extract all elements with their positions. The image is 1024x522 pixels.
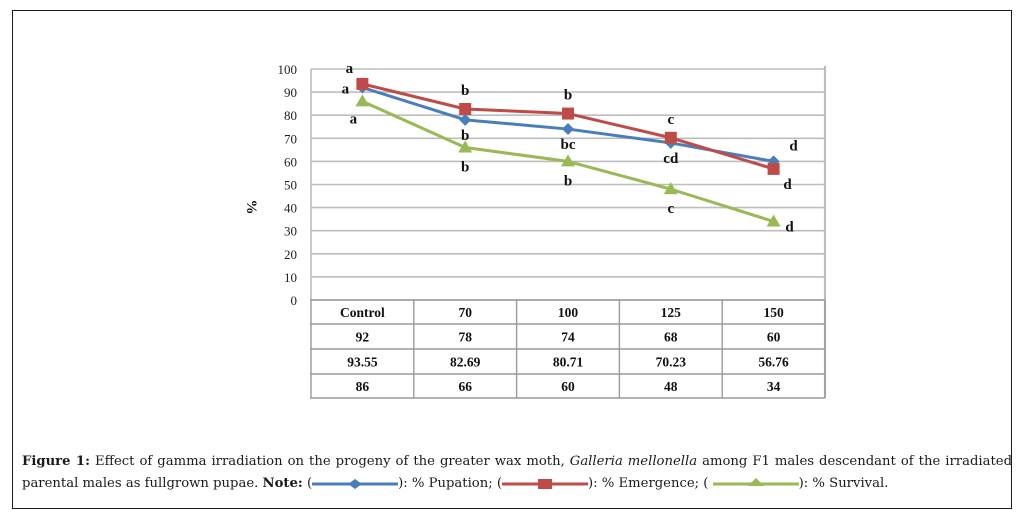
table-header-cell: Control (340, 305, 385, 320)
data-point-diamond (459, 113, 472, 126)
significance-label: b (461, 160, 469, 176)
y-tick-label: 10 (284, 270, 297, 285)
y-tick-label: 40 (284, 201, 297, 216)
legend-swatch-emergence (502, 478, 588, 490)
table-cell: 66 (458, 379, 472, 394)
significance-label: a (350, 111, 358, 127)
table-cell: 68 (664, 330, 678, 345)
table-cell: 60 (767, 330, 781, 345)
data-point-triangle (561, 154, 575, 167)
significance-label: cd (663, 151, 679, 167)
legend-text-pupation: ): % Pupation; ( (398, 476, 502, 491)
table-cell: 86 (356, 379, 370, 394)
y-tick-label: 50 (284, 178, 297, 193)
data-point-triangle (766, 214, 781, 227)
table-header-cell: 70 (458, 305, 472, 320)
y-tick-label: 0 (291, 293, 298, 308)
table-header-cell: 125 (661, 305, 682, 320)
data-point-triangle (458, 140, 473, 153)
legend-text-emergence: ): % Emergence; ( (588, 476, 709, 491)
data-point-diamond (562, 123, 574, 136)
significance-label: c (667, 201, 674, 217)
caption-label: Figure 1: (22, 454, 90, 469)
y-tick-label: 100 (278, 62, 298, 77)
legend-text-survival: ): % Survival. (798, 476, 889, 491)
data-point-triangle (355, 94, 370, 107)
significance-label: b (564, 173, 572, 189)
data-point-square (562, 107, 574, 120)
data-point-square (664, 131, 677, 144)
y-tick-label: 30 (284, 224, 297, 239)
data-point-square (767, 162, 780, 175)
table-header-cell: 150 (763, 305, 784, 320)
y-tick-label: 70 (284, 131, 297, 146)
data-table: Control 70 100 125 150 92 78 74 68 60 93.55 82.69 80… (310, 299, 826, 399)
significance-label: c (667, 112, 674, 128)
y-tick-label: 80 (284, 108, 297, 123)
significance-label: b (461, 83, 469, 99)
table-cell: 34 (767, 379, 781, 394)
table-cell: 78 (458, 330, 472, 345)
table-cell: 70.23 (656, 355, 687, 370)
caption-text-1: Effect of gamma irradiation on the proge… (89, 454, 570, 469)
series (355, 77, 781, 227)
y-axis-label: % (243, 200, 259, 215)
significance-label: a (346, 61, 354, 77)
caption-text-2: among F1 males descendant of the irradia… (22, 454, 1013, 491)
significance-label: d (785, 219, 794, 235)
table-cell: 60 (561, 379, 575, 394)
legend-swatch-survival (712, 477, 799, 490)
y-tick-label: 20 (284, 247, 297, 262)
table-cell: 82.69 (450, 355, 481, 370)
significance-label: bc (561, 137, 576, 153)
figure-frame (12, 10, 1012, 509)
significance-label: b (461, 128, 469, 144)
table-header-cell: 100 (558, 305, 579, 320)
table-cell: 92 (356, 330, 370, 345)
y-tick-label: 60 (284, 154, 297, 169)
y-tick-label: 90 (284, 85, 297, 100)
y-axis-ticks: 0 10 20 30 40 50 60 70 80 90 100 (278, 62, 298, 308)
legend-swatch-pupation (312, 478, 399, 490)
figure-caption: Figure 1: Effect of gamma irradiation on… (22, 454, 1013, 491)
table-cell: 56.76 (758, 355, 789, 370)
significance-label: d (789, 138, 798, 154)
significance-label: a (342, 81, 350, 97)
table-cell: 80.71 (553, 355, 584, 370)
data-point-square (356, 77, 369, 90)
data-point-triangle (663, 182, 678, 195)
note-label: Note: (262, 476, 303, 491)
significance-label: b (564, 88, 572, 104)
table-cell: 93.55 (347, 355, 378, 370)
table-cell: 74 (561, 330, 575, 345)
table-cell: 48 (664, 379, 678, 394)
significance-label: d (783, 177, 792, 193)
species-name: Galleria mellonella (569, 454, 698, 469)
data-point-square (459, 102, 472, 115)
